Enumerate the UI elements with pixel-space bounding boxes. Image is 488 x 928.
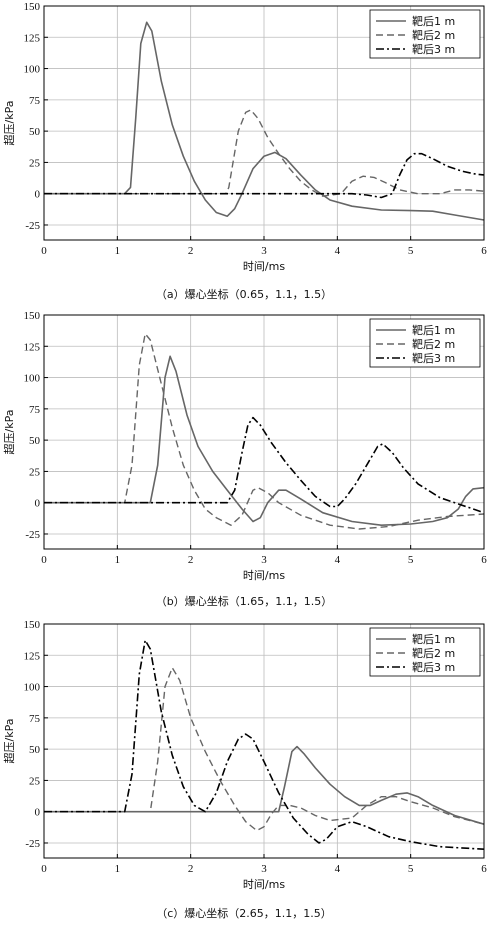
legend-label-2: 靶后2 m	[412, 338, 455, 351]
x-tick-label: 4	[335, 245, 341, 257]
legend-label-2: 靶后2 m	[412, 29, 455, 42]
chart-panel-c: 0 1 2 3 4 5 6 -25 0 25 50 75 100 125 150 时间/ms 超压/kPa 靶后1…	[0, 618, 488, 928]
legend-label-3: 靶后3 m	[412, 43, 455, 56]
chart-panel-b: 0 1 2 3 4 5 6 -25 0 25 50 75 100 125 150 时间/ms 超压/kPa 靶后1…	[0, 309, 488, 618]
y-tick-label: 100	[24, 64, 41, 76]
series-line-3	[44, 639, 485, 850]
series-line-2	[44, 667, 485, 832]
x-tick-label: 0	[41, 554, 47, 566]
x-axis-label: 时间/ms	[243, 569, 285, 582]
chart-b: 0 1 2 3 4 5 6 -25 0 25 50 75 100 125 150 时间/ms 超压/kPa 靶后1…	[2, 310, 487, 582]
x-tick-label: 6	[481, 863, 487, 875]
legend-label-3: 靶后3 m	[412, 352, 455, 365]
x-tick-label: 2	[188, 245, 194, 257]
y-tick-label: -25	[25, 838, 40, 850]
x-tick-label: 3	[261, 863, 267, 875]
x-tick-label: 0	[41, 863, 47, 875]
y-tick-label: 0	[35, 807, 41, 819]
legend-label-3: 靶后3 m	[412, 661, 455, 674]
chart-a: 0 1 2 3 4 5 6 -25 0 25 50 75 100 125 150 时间/ms 超压/kPa 靶后1…	[2, 1, 487, 273]
y-tick-label: 150	[24, 619, 41, 631]
x-tick-label: 1	[115, 554, 121, 566]
y-tick-label: -25	[25, 529, 40, 541]
y-tick-label: 100	[24, 682, 41, 694]
y-tick-label: 75	[29, 95, 41, 107]
chart-caption-c: （c）爆心坐标（2.65，1.1，1.5）	[156, 907, 332, 920]
y-tick-label: 50	[29, 126, 41, 138]
x-tick-label: 2	[188, 863, 194, 875]
y-tick-label: 25	[29, 775, 41, 787]
series-line-1	[44, 355, 485, 526]
y-tick-label: 150	[24, 1, 41, 13]
legend-box	[369, 318, 481, 368]
y-tick-label: 25	[29, 466, 41, 478]
legend-box	[369, 627, 481, 677]
chart-panel-a: 0 1 2 3 4 5 6 -25 0 25 50 75 100 125 150 时间/ms 超压/kPa 靶后1…	[0, 0, 488, 309]
y-tick-label: 25	[29, 157, 41, 169]
x-tick-label: 4	[335, 863, 341, 875]
legend-label-2: 靶后2 m	[412, 647, 455, 660]
legend-label-1: 靶后1 m	[412, 633, 455, 646]
x-tick-label: 3	[261, 245, 267, 257]
y-tick-label: 0	[35, 498, 41, 510]
series-line-2	[44, 333, 485, 530]
y-tick-label: 100	[24, 373, 41, 385]
series-line-1	[44, 21, 485, 221]
y-axis-label: 超压/kPa	[2, 410, 16, 455]
x-tick-label: 2	[188, 554, 194, 566]
y-axis-label: 超压/kPa	[2, 101, 16, 146]
y-tick-label: 75	[29, 404, 41, 416]
series-line-3	[44, 416, 485, 514]
y-tick-label: -25	[25, 220, 40, 232]
x-axis-label: 时间/ms	[243, 878, 285, 891]
legend-label-1: 靶后1 m	[412, 324, 455, 337]
x-tick-label: 6	[481, 554, 487, 566]
series-line-3	[44, 152, 485, 199]
x-tick-label: 5	[408, 245, 414, 257]
y-tick-label: 125	[24, 32, 41, 44]
y-tick-label: 50	[29, 744, 41, 756]
x-tick-label: 5	[408, 863, 414, 875]
y-tick-label: 75	[29, 713, 41, 725]
x-axis-label: 时间/ms	[243, 260, 285, 273]
y-tick-label: 0	[35, 189, 41, 201]
x-tick-label: 0	[41, 245, 47, 257]
chart-caption-b: （b）爆心坐标（1.65，1.1，1.5）	[155, 595, 333, 608]
x-tick-label: 3	[261, 554, 267, 566]
y-tick-label: 125	[24, 341, 41, 353]
y-tick-label: 125	[24, 650, 41, 662]
series-line-1	[44, 745, 485, 825]
chart-caption-a: （a）爆心坐标（0.65，1.1，1.5）	[155, 288, 333, 301]
x-tick-label: 4	[335, 554, 341, 566]
x-tick-label: 5	[408, 554, 414, 566]
x-tick-label: 1	[115, 245, 121, 257]
legend-box	[369, 9, 481, 59]
y-tick-label: 50	[29, 435, 41, 447]
legend-label-1: 靶后1 m	[412, 15, 455, 28]
x-tick-label: 6	[481, 245, 487, 257]
chart-c: 0 1 2 3 4 5 6 -25 0 25 50 75 100 125 150 时间/ms 超压/kPa 靶后1…	[2, 619, 487, 891]
y-axis-label: 超压/kPa	[2, 719, 16, 764]
x-tick-label: 1	[115, 863, 121, 875]
y-tick-label: 150	[24, 310, 41, 322]
